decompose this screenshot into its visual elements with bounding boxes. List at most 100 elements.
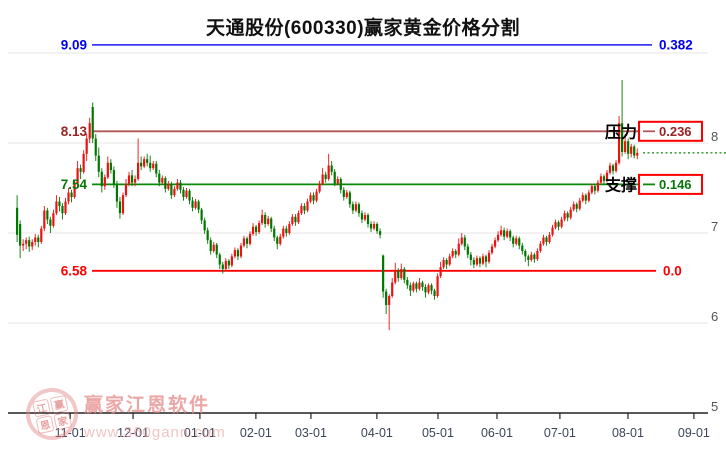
candle [31, 242, 34, 247]
candle [454, 251, 457, 255]
candle [382, 255, 385, 292]
candle [614, 162, 618, 171]
candle [448, 256, 451, 265]
candle [173, 188, 176, 196]
candle [478, 258, 482, 264]
x-tick-label: 11-01 [55, 426, 86, 440]
candle [433, 290, 436, 296]
candle [143, 159, 146, 167]
candle [200, 209, 203, 221]
candle [276, 237, 279, 244]
candle [436, 276, 439, 296]
candle [493, 240, 497, 247]
candle [409, 285, 412, 291]
candle [345, 192, 348, 197]
candle [636, 152, 639, 156]
candle [224, 260, 227, 269]
candle [427, 285, 430, 293]
candle [152, 163, 155, 169]
candle [203, 220, 206, 231]
candle [185, 190, 188, 197]
candle [22, 243, 25, 246]
candle [608, 165, 612, 173]
candle [605, 172, 609, 181]
candle [490, 246, 494, 253]
fib-value-box [638, 120, 703, 142]
candle [103, 177, 106, 187]
candle [25, 240, 28, 244]
candle [512, 237, 515, 244]
candle [182, 189, 185, 197]
candle [484, 256, 488, 262]
fib-price-label: 6.58 [61, 263, 88, 278]
candle [421, 282, 424, 287]
candle [176, 182, 179, 189]
candle [121, 195, 125, 214]
candle [164, 178, 167, 189]
page-title: 天通股份(600330)赢家黄金价格分割 [205, 18, 521, 39]
candle [424, 287, 427, 293]
candle [179, 182, 182, 190]
candle [34, 237, 37, 242]
fib-ratio-label: 0.0 [663, 263, 682, 278]
y-axis-label: 8 [711, 129, 718, 144]
candle [500, 230, 503, 235]
candle [242, 238, 246, 246]
candle [569, 209, 572, 218]
candle [112, 170, 115, 184]
candle [100, 171, 103, 187]
candle [518, 238, 521, 246]
candle [527, 256, 530, 260]
candle [170, 183, 173, 196]
candle [457, 243, 460, 255]
candle [430, 285, 433, 291]
fib-ratio-label: 0.382 [659, 37, 693, 52]
candle [315, 191, 318, 201]
candle [155, 163, 158, 174]
candle [261, 215, 264, 224]
candle [94, 138, 97, 156]
candle [372, 224, 376, 229]
candle [451, 251, 454, 257]
candle [627, 141, 630, 154]
candle [369, 224, 373, 229]
candle [397, 270, 400, 278]
candle [633, 146, 636, 156]
y-axis-label: 7 [711, 219, 718, 234]
candle [149, 162, 152, 169]
candle [264, 215, 267, 224]
candle [472, 260, 475, 265]
candle [530, 254, 533, 260]
candle [339, 179, 342, 190]
candle [566, 213, 569, 218]
candle [291, 216, 294, 224]
candle [560, 219, 563, 227]
candle [55, 201, 58, 214]
candle [209, 240, 212, 251]
candle [379, 231, 382, 235]
candle [342, 189, 345, 197]
candle [85, 138, 88, 154]
candle [357, 204, 361, 214]
candle [406, 279, 409, 286]
candle [91, 107, 94, 139]
candle [324, 174, 327, 179]
candle [73, 183, 76, 197]
candle [52, 213, 55, 226]
candle [28, 240, 31, 247]
candle [460, 237, 463, 244]
fib-ratio-label: 0.236 [659, 124, 692, 139]
candle [19, 224, 22, 246]
candle [572, 204, 575, 210]
fib-value-box [638, 173, 703, 195]
candle [596, 182, 599, 191]
candle [97, 155, 100, 172]
candle [602, 176, 606, 181]
candle [442, 260, 445, 268]
candle [309, 195, 312, 202]
candle [297, 213, 300, 223]
candle [557, 222, 560, 227]
candle [58, 201, 61, 206]
